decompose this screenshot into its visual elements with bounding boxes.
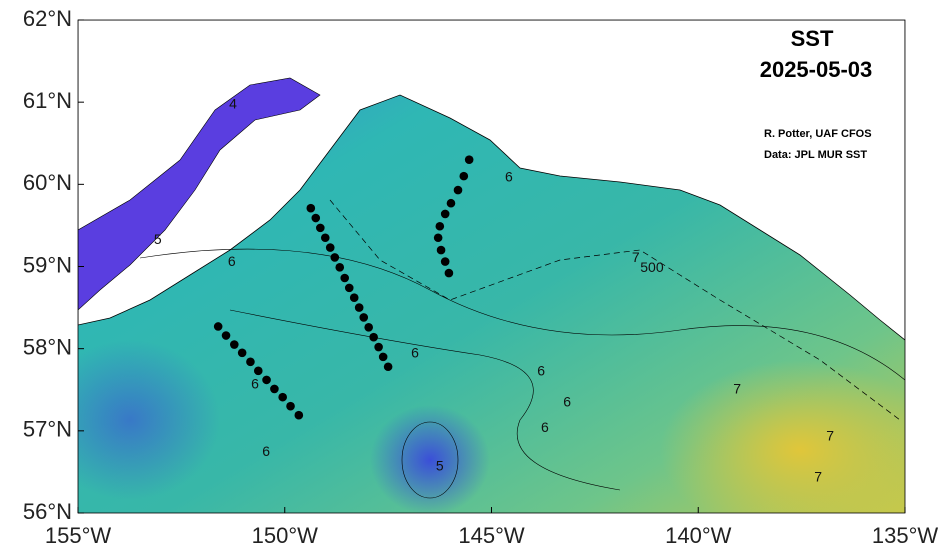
x-tick-label: 140°W — [665, 523, 732, 548]
station — [374, 342, 383, 352]
station — [213, 322, 223, 331]
y-tick-label: 62°N — [23, 6, 72, 31]
station — [433, 233, 443, 243]
x-tick-label: 135°W — [872, 523, 939, 548]
station — [440, 209, 450, 219]
station — [316, 223, 325, 233]
station — [330, 253, 340, 262]
x-tick-label: 150°W — [252, 523, 319, 548]
contour-label: 7 — [814, 468, 822, 484]
station — [286, 401, 295, 411]
y-tick-label: 57°N — [23, 417, 72, 442]
station — [253, 366, 263, 376]
station — [270, 384, 279, 394]
contour — [401, 421, 459, 499]
x-tick-label: 145°W — [458, 523, 525, 548]
station — [262, 375, 271, 385]
cold-pool — [370, 405, 490, 513]
station — [278, 392, 287, 402]
map-title: SST — [791, 26, 834, 51]
contour — [139, 248, 905, 381]
contour-label: 7 — [826, 427, 834, 443]
contour-label: 6 — [262, 443, 270, 459]
station — [344, 283, 354, 293]
station — [311, 213, 321, 223]
contour — [229, 309, 621, 491]
contour-label: 6 — [563, 394, 571, 410]
station — [359, 313, 369, 322]
cook-inlet — [78, 77, 321, 311]
contour-label: 500 — [640, 259, 664, 275]
station — [354, 303, 364, 312]
contour-label: 6 — [251, 376, 259, 392]
contour-label: 5 — [154, 231, 162, 247]
contour-label: 4 — [229, 95, 237, 111]
contour-label: 7 — [733, 380, 741, 396]
warm-patch — [660, 360, 905, 513]
station — [446, 198, 456, 208]
cold-pool — [78, 340, 220, 500]
station — [237, 348, 247, 358]
station — [294, 410, 304, 420]
station — [464, 155, 474, 164]
station — [340, 273, 350, 283]
station — [378, 352, 388, 362]
isobath — [329, 199, 901, 421]
station — [246, 357, 255, 367]
contour-label: 6 — [537, 362, 545, 378]
station — [230, 340, 239, 349]
station — [221, 331, 231, 340]
station — [440, 257, 450, 266]
station — [369, 332, 378, 342]
map-date: 2025-05-03 — [760, 57, 873, 82]
y-tick-label: 58°N — [23, 334, 72, 359]
station — [364, 323, 373, 332]
map-area — [78, 20, 905, 513]
y-tick-label: 59°N — [23, 252, 72, 277]
credit: R. Potter, UAF CFOS — [764, 128, 872, 140]
credit: Data: JPL MUR SST — [764, 149, 867, 161]
contour-label: 7 — [632, 249, 640, 265]
station — [325, 243, 335, 252]
contour-label: 6 — [541, 419, 549, 435]
station — [459, 171, 469, 181]
station — [453, 185, 463, 195]
station — [435, 221, 445, 231]
station — [349, 293, 359, 303]
station — [436, 245, 446, 255]
station — [383, 362, 393, 372]
contour-label: 6 — [505, 168, 513, 184]
station — [320, 233, 330, 243]
contour-label: 6 — [228, 253, 236, 269]
contour-label: 5 — [436, 458, 444, 474]
station — [306, 203, 316, 213]
y-tick-label: 61°N — [23, 88, 72, 113]
y-tick-label: 60°N — [23, 170, 72, 195]
x-tick-label: 155°W — [45, 523, 112, 548]
y-tick-label: 56°N — [23, 499, 72, 524]
contour-label: 6 — [411, 344, 419, 360]
station — [444, 268, 454, 278]
station — [335, 263, 345, 272]
